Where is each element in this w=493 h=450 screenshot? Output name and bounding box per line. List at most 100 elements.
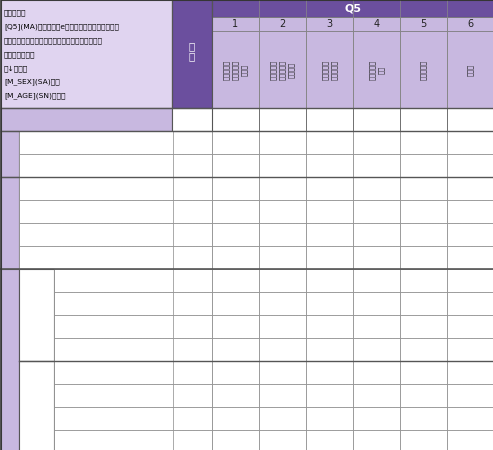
Bar bbox=[19, 200, 173, 223]
Bar bbox=[172, 246, 212, 269]
Text: 60.0: 60.0 bbox=[226, 345, 245, 354]
Text: －: － bbox=[374, 437, 379, 446]
Bar bbox=[172, 361, 212, 384]
Bar bbox=[1, 407, 493, 430]
Bar bbox=[259, 154, 306, 177]
Bar bbox=[54, 384, 173, 407]
Text: 100.0: 100.0 bbox=[271, 414, 294, 423]
Bar bbox=[447, 315, 493, 338]
Text: －: － bbox=[468, 161, 473, 170]
Text: 性
別
×
年
齢
別: 性 別 × 年 齢 別 bbox=[7, 330, 13, 392]
Text: －: － bbox=[374, 299, 379, 308]
Text: 5: 5 bbox=[421, 19, 426, 29]
Bar bbox=[54, 430, 173, 450]
Bar bbox=[447, 384, 493, 407]
Text: 87.6: 87.6 bbox=[226, 115, 245, 124]
Text: 全　　体: 全 体 bbox=[76, 115, 97, 124]
Text: 100.0: 100.0 bbox=[271, 345, 294, 354]
Text: 100.0: 100.0 bbox=[180, 230, 204, 239]
Text: 86.8: 86.8 bbox=[226, 138, 245, 147]
Text: －: － bbox=[468, 345, 473, 354]
Bar bbox=[306, 407, 353, 430]
Text: 87.5: 87.5 bbox=[226, 207, 245, 216]
Text: 4: 4 bbox=[373, 19, 380, 29]
Text: 年
齢
別: 年 齢 別 bbox=[7, 208, 12, 238]
Text: 100.0: 100.0 bbox=[180, 299, 204, 308]
Bar bbox=[259, 384, 306, 407]
Text: 24歳: 24歳 bbox=[105, 414, 122, 423]
Bar bbox=[353, 108, 400, 131]
Bar bbox=[212, 361, 259, 384]
Bar bbox=[54, 292, 173, 315]
Bar bbox=[19, 269, 54, 361]
Bar bbox=[19, 361, 54, 450]
Text: 66.7: 66.7 bbox=[226, 253, 245, 262]
Bar bbox=[400, 384, 447, 407]
Bar bbox=[447, 108, 493, 131]
Text: 70.8: 70.8 bbox=[273, 115, 292, 124]
Text: 23歳: 23歳 bbox=[15, 207, 32, 216]
Text: 1.1: 1.1 bbox=[370, 115, 383, 124]
Bar bbox=[306, 17, 353, 31]
Bar bbox=[172, 0, 212, 108]
Text: 100.0: 100.0 bbox=[224, 437, 247, 446]
Text: －: － bbox=[374, 230, 379, 239]
Text: －: － bbox=[468, 276, 473, 285]
Bar bbox=[306, 269, 353, 292]
Bar bbox=[172, 384, 212, 407]
Bar bbox=[447, 338, 493, 361]
Bar bbox=[172, 177, 212, 200]
Bar bbox=[447, 177, 493, 200]
Text: 73.8: 73.8 bbox=[273, 184, 292, 193]
Text: 33.3: 33.3 bbox=[320, 368, 339, 377]
Text: －: － bbox=[421, 138, 426, 147]
Text: 100.0: 100.0 bbox=[271, 253, 294, 262]
Bar bbox=[353, 315, 400, 338]
Text: －: － bbox=[421, 253, 426, 262]
Bar bbox=[172, 223, 212, 246]
Text: 可能だから: 可能だから bbox=[331, 59, 337, 80]
Text: 88.9: 88.9 bbox=[226, 299, 245, 308]
Text: 55.6: 55.6 bbox=[273, 299, 292, 308]
Bar bbox=[447, 17, 493, 31]
Bar bbox=[447, 131, 493, 154]
Bar bbox=[259, 31, 306, 108]
Text: －: － bbox=[374, 414, 379, 423]
Text: 100.0: 100.0 bbox=[180, 391, 204, 400]
Text: 2.6: 2.6 bbox=[370, 138, 383, 147]
Text: －: － bbox=[421, 299, 426, 308]
Bar bbox=[306, 200, 353, 223]
Bar bbox=[259, 223, 306, 246]
Bar bbox=[259, 177, 306, 200]
Bar bbox=[353, 223, 400, 246]
Text: 100.0: 100.0 bbox=[180, 414, 204, 423]
Text: 好きな時間: 好きな時間 bbox=[223, 59, 230, 80]
Text: 【↓表側】: 【↓表側】 bbox=[4, 65, 28, 72]
Text: 25歳: 25歳 bbox=[105, 345, 122, 354]
Text: －: － bbox=[421, 345, 426, 354]
Text: 24歳: 24歳 bbox=[15, 230, 32, 239]
Bar bbox=[400, 246, 447, 269]
Text: 性
別: 性 別 bbox=[7, 144, 12, 164]
Bar bbox=[172, 154, 212, 177]
Bar bbox=[1, 177, 19, 269]
Bar bbox=[172, 200, 212, 223]
Bar bbox=[259, 292, 306, 315]
Text: きるから: きるから bbox=[288, 62, 295, 77]
Bar bbox=[212, 200, 259, 223]
Bar bbox=[400, 361, 447, 384]
Bar bbox=[306, 223, 353, 246]
Bar bbox=[1, 177, 493, 200]
Bar bbox=[259, 430, 306, 450]
Text: 56.3: 56.3 bbox=[273, 207, 292, 216]
Bar bbox=[212, 108, 259, 131]
Bar bbox=[19, 223, 173, 246]
Text: －: － bbox=[468, 322, 473, 331]
Text: 34.4: 34.4 bbox=[320, 184, 339, 193]
Text: 4.9: 4.9 bbox=[417, 184, 430, 193]
Bar bbox=[1, 384, 493, 407]
Text: －: － bbox=[327, 345, 332, 354]
Bar bbox=[172, 407, 212, 430]
Text: 100.0: 100.0 bbox=[271, 437, 294, 446]
Text: [M_SEX](SA)性別: [M_SEX](SA)性別 bbox=[4, 79, 60, 86]
